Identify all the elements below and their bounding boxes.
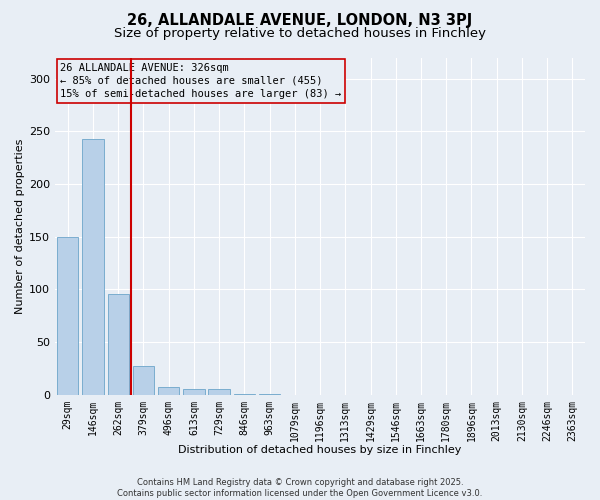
Bar: [133, 366, 154, 395]
Bar: [82, 138, 104, 395]
Text: 26 ALLANDALE AVENUE: 326sqm
← 85% of detached houses are smaller (455)
15% of se: 26 ALLANDALE AVENUE: 326sqm ← 85% of det…: [61, 62, 342, 99]
Bar: [233, 394, 255, 395]
Text: 26, ALLANDALE AVENUE, LONDON, N3 3PJ: 26, ALLANDALE AVENUE, LONDON, N3 3PJ: [127, 12, 473, 28]
Bar: [158, 388, 179, 395]
Y-axis label: Number of detached properties: Number of detached properties: [15, 138, 25, 314]
X-axis label: Distribution of detached houses by size in Finchley: Distribution of detached houses by size …: [178, 445, 462, 455]
Bar: [57, 236, 79, 395]
Bar: [107, 294, 129, 395]
Text: Size of property relative to detached houses in Finchley: Size of property relative to detached ho…: [114, 28, 486, 40]
Bar: [183, 388, 205, 395]
Text: Contains HM Land Registry data © Crown copyright and database right 2025.
Contai: Contains HM Land Registry data © Crown c…: [118, 478, 482, 498]
Bar: [259, 394, 280, 395]
Bar: [208, 388, 230, 395]
